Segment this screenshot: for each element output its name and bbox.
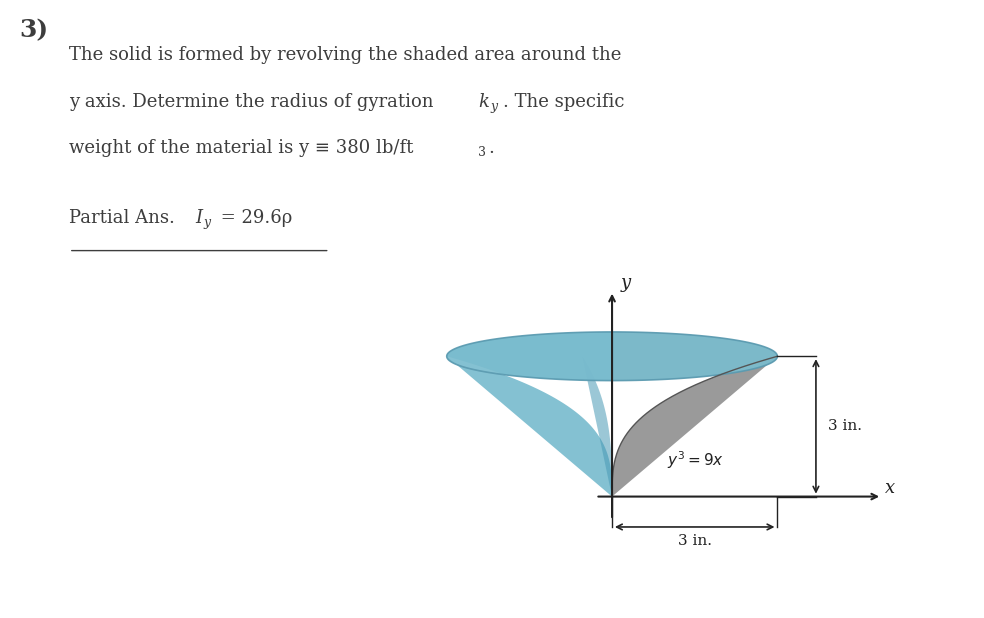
- Text: k: k: [478, 93, 489, 111]
- Text: Partial Ans.: Partial Ans.: [69, 208, 180, 227]
- Text: . The specific: . The specific: [503, 93, 624, 111]
- Text: 3 in.: 3 in.: [829, 420, 862, 433]
- Text: .: .: [488, 139, 494, 157]
- Text: 3: 3: [478, 146, 486, 159]
- Text: x: x: [885, 479, 894, 497]
- Text: weight of the material is y ≡ 380 lb/ft: weight of the material is y ≡ 380 lb/ft: [69, 139, 413, 157]
- Polygon shape: [447, 332, 612, 497]
- Text: 3): 3): [20, 19, 49, 43]
- Polygon shape: [612, 332, 777, 497]
- Text: The solid is formed by revolving the shaded area around the: The solid is formed by revolving the sha…: [69, 46, 621, 64]
- Polygon shape: [583, 356, 612, 497]
- Text: I: I: [195, 208, 202, 227]
- Text: y axis. Determine the radius of gyration: y axis. Determine the radius of gyration: [69, 93, 439, 111]
- Text: $y^3 = 9x$: $y^3 = 9x$: [667, 449, 724, 471]
- Text: y: y: [620, 274, 631, 292]
- Text: 3 in.: 3 in.: [678, 534, 711, 548]
- Text: = 29.6ρ: = 29.6ρ: [215, 208, 293, 227]
- Polygon shape: [447, 332, 777, 381]
- Text: y: y: [490, 100, 497, 113]
- Text: y: y: [204, 216, 211, 229]
